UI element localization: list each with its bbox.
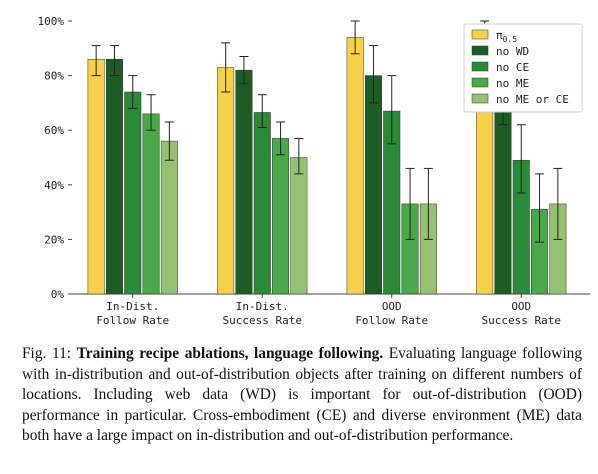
legend-label: no WD (496, 45, 529, 58)
bar (217, 67, 235, 295)
bar (272, 138, 290, 295)
legend-swatch (471, 61, 489, 72)
figure-caption: Fig. 11: Training recipe ablations, lang… (22, 344, 582, 447)
legend-label: no ME or CE (496, 93, 569, 106)
x-tick-label: Follow Rate (355, 314, 428, 327)
bar (346, 37, 364, 295)
legend: π0.5no WD no CE no ME no ME or CE (463, 23, 583, 113)
bar (87, 58, 105, 295)
x-tick-label: In-Dist. (106, 300, 159, 313)
x-tick-label: Success Rate (223, 314, 302, 327)
y-tick-label: 60% (44, 124, 64, 137)
legend-label: π0.5 (496, 29, 517, 44)
bar (364, 75, 382, 295)
legend-swatch (471, 93, 489, 104)
y-tick-label: 20% (44, 233, 64, 246)
bar (105, 58, 123, 295)
x-tick-label: OOD (382, 300, 402, 313)
bar (142, 113, 160, 295)
bar (124, 91, 142, 295)
legend-box (463, 23, 583, 113)
y-tick-label: 100% (38, 15, 65, 28)
y-tick-label: 40% (44, 179, 64, 192)
legend-swatch (471, 77, 489, 88)
bar (160, 140, 178, 295)
legend-label: no ME (496, 77, 529, 90)
bar (235, 69, 253, 295)
legend-swatch (471, 45, 489, 56)
y-tick-label: 0% (51, 288, 65, 301)
caption-prefix: Fig. 11: (22, 345, 77, 362)
bar-chart: 0%20%40%60%80%100%In-Dist.Follow RateIn-… (38, 15, 590, 327)
axes: 0%20%40%60%80%100%In-Dist.Follow RateIn-… (38, 15, 590, 327)
y-tick-label: 80% (44, 70, 64, 83)
x-tick-label: OOD (511, 300, 531, 313)
x-tick-label: Success Rate (482, 314, 561, 327)
legend-swatch (471, 29, 489, 40)
x-tick-label: Follow Rate (96, 314, 169, 327)
caption-body: Evaluating language following with in-di… (22, 345, 583, 444)
x-tick-label: In-Dist. (236, 300, 289, 313)
caption-title: Training recipe ablations, language foll… (76, 345, 384, 362)
bars (87, 20, 567, 295)
bar (253, 112, 271, 295)
legend-label: no CE (496, 61, 529, 74)
bar (290, 157, 308, 295)
